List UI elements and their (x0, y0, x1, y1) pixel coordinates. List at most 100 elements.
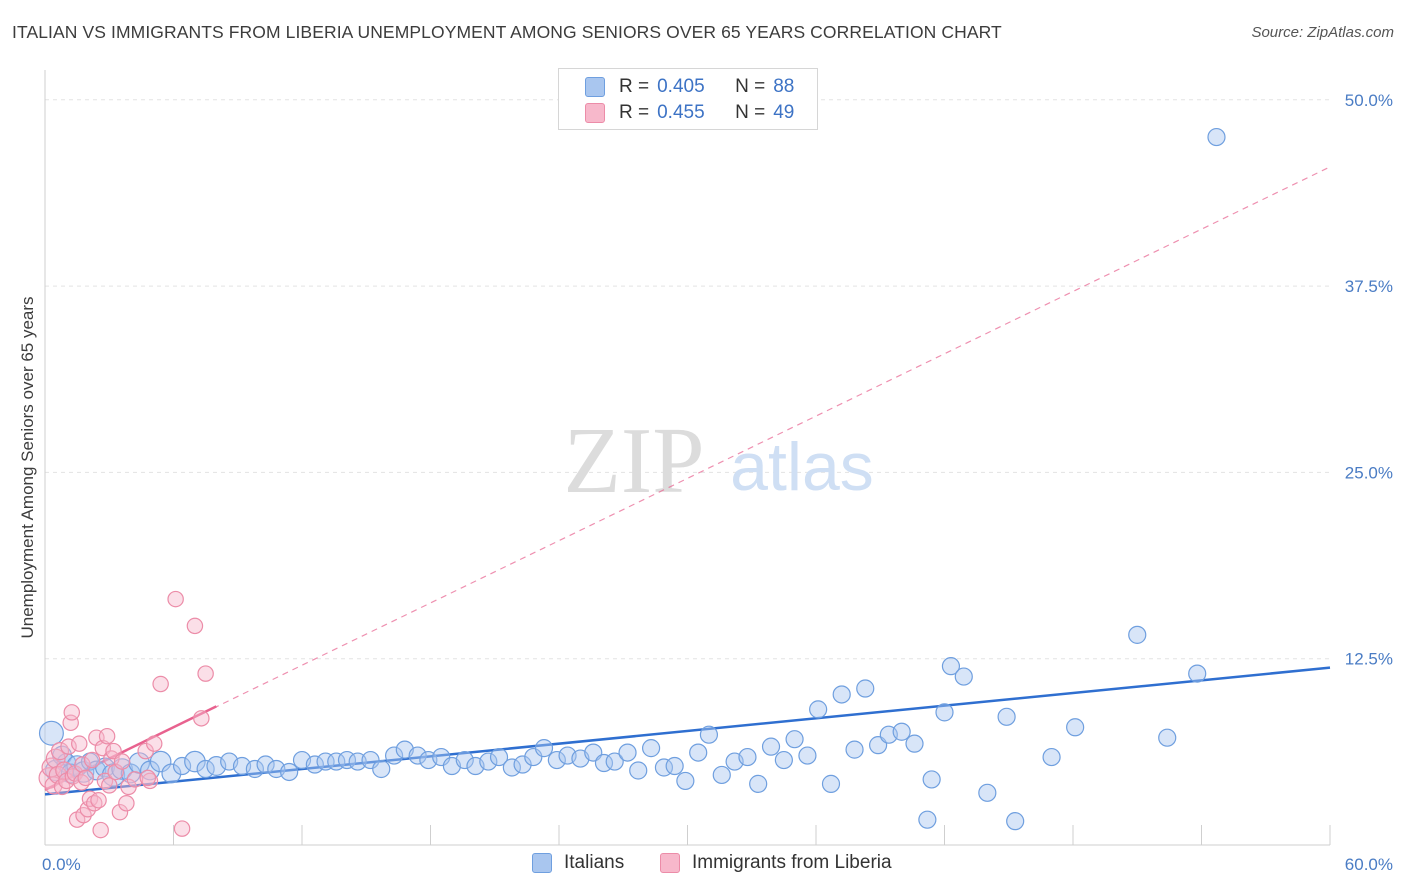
points-layer (38, 127, 1226, 839)
y-tick-label: 50.0% (1345, 91, 1393, 110)
italians-point (256, 755, 275, 774)
liberia-point (83, 751, 101, 769)
grid-layer (45, 99, 1330, 660)
liberia-point (79, 800, 97, 818)
italians-point (749, 774, 768, 793)
labels-layer: 12.5% 25.0% 37.5% 50.0% 0.0% 60.0% Unemploymen… (18, 91, 1393, 874)
italians-point (305, 755, 324, 774)
legend-r-value-italians: 0.405 (657, 76, 705, 97)
italians-point (372, 759, 391, 779)
italians-point (774, 750, 793, 770)
x-tick-label: 0.0% (42, 855, 81, 874)
italians-point (534, 739, 554, 758)
italians-point (699, 725, 719, 744)
italians-point (479, 752, 498, 771)
liberia-point (90, 792, 107, 809)
italians-point (618, 743, 637, 762)
legend-row-italians: R = 0.405 N = 88 (585, 75, 794, 99)
italians-point (280, 762, 299, 782)
italians-point (809, 700, 828, 719)
y-tick-label: 12.5% (1345, 650, 1393, 669)
italians-point (38, 720, 64, 746)
legend-row-liberia: R = 0.455 N = 49 (585, 101, 794, 125)
liberia-point (118, 795, 135, 812)
liberia-point (63, 704, 81, 721)
liberia-point (60, 738, 77, 755)
liberia-point (111, 803, 129, 821)
liberia-point (197, 665, 214, 682)
chart-title: ITALIAN VS IMMIGRANTS FROM LIBERIA UNEMP… (12, 22, 1002, 42)
italians-point (384, 746, 404, 765)
italians-point (172, 756, 192, 776)
italians-point (1042, 747, 1061, 767)
liberia-point (71, 735, 88, 752)
watermark-atlas: atlas (730, 429, 874, 505)
liberia-point (113, 753, 131, 770)
italians-point (918, 810, 937, 829)
liberia-point (173, 820, 191, 837)
italians-point (455, 750, 474, 770)
italians-point (641, 739, 661, 758)
liberia-point (152, 675, 169, 693)
series-legend-italians[interactable]: Italians (532, 852, 624, 874)
italians-point (712, 765, 731, 785)
italians-point (665, 756, 684, 776)
legend-r-label: R = (619, 102, 650, 123)
watermark-zip: ZIP (564, 409, 705, 513)
italians-point (1158, 728, 1177, 747)
italians-trendline (44, 666, 1331, 796)
y-axis-label: Unemployment Among Seniors over 65 years (18, 296, 37, 638)
series-swatch-italians (532, 853, 552, 873)
italians-point (1128, 625, 1147, 644)
italians-point (605, 752, 624, 771)
italians-point (513, 755, 532, 774)
watermark: ZIP atlas (564, 409, 874, 513)
italians-point (821, 774, 841, 793)
y-tick-label: 25.0% (1345, 463, 1393, 482)
x-tick-label: 60.0% (1345, 855, 1393, 874)
italians-point (978, 783, 997, 802)
liberia-point (77, 769, 94, 787)
italians-point (1066, 718, 1085, 737)
italians-point (892, 722, 911, 741)
italians-point (629, 761, 648, 780)
italians-point (689, 743, 708, 762)
italians-point (408, 746, 427, 765)
series-legend-liberia[interactable]: Immigrants from Liberia (660, 852, 892, 874)
legend-n-value-liberia: 49 (773, 102, 795, 123)
axis-layer (44, 70, 1331, 846)
italians-point (761, 737, 781, 756)
liberia-point (74, 756, 91, 773)
italians-point (547, 750, 566, 770)
liberia-point (98, 727, 116, 745)
italians-point (1006, 812, 1025, 831)
legend-n-label: N = (735, 76, 766, 97)
series-label-italians: Italians (564, 852, 625, 873)
legend-n-value-italians: 88 (773, 76, 795, 97)
legend-r-value-liberia: 0.455 (657, 102, 705, 123)
source-label: Source: ZipAtlas.com (1251, 24, 1394, 41)
italians-point (941, 657, 961, 676)
italians-point (798, 746, 817, 765)
italians-point (922, 770, 941, 789)
liberia-point (100, 777, 118, 794)
italians-point (161, 763, 182, 784)
series-legend: Italians Immigrants from Liberia (0, 852, 1406, 878)
italians-point (245, 759, 264, 779)
liberia-point (167, 590, 184, 608)
legend-r-label: R = (619, 76, 650, 97)
liberia-point (193, 710, 210, 727)
liberia-point (64, 768, 82, 785)
italians-point (738, 747, 757, 767)
italians-point (676, 771, 695, 791)
legend-swatch-liberia (585, 103, 605, 123)
series-swatch-liberia (660, 853, 680, 873)
italians-point (1188, 664, 1207, 683)
y-tick-label: 37.5% (1345, 277, 1393, 296)
legend-n-label: N = (735, 102, 766, 123)
italians-point (502, 758, 521, 777)
series-label-liberia: Immigrants from Liberia (692, 852, 892, 873)
liberia-point (92, 821, 109, 839)
liberia-trendline-extended (44, 166, 1331, 791)
